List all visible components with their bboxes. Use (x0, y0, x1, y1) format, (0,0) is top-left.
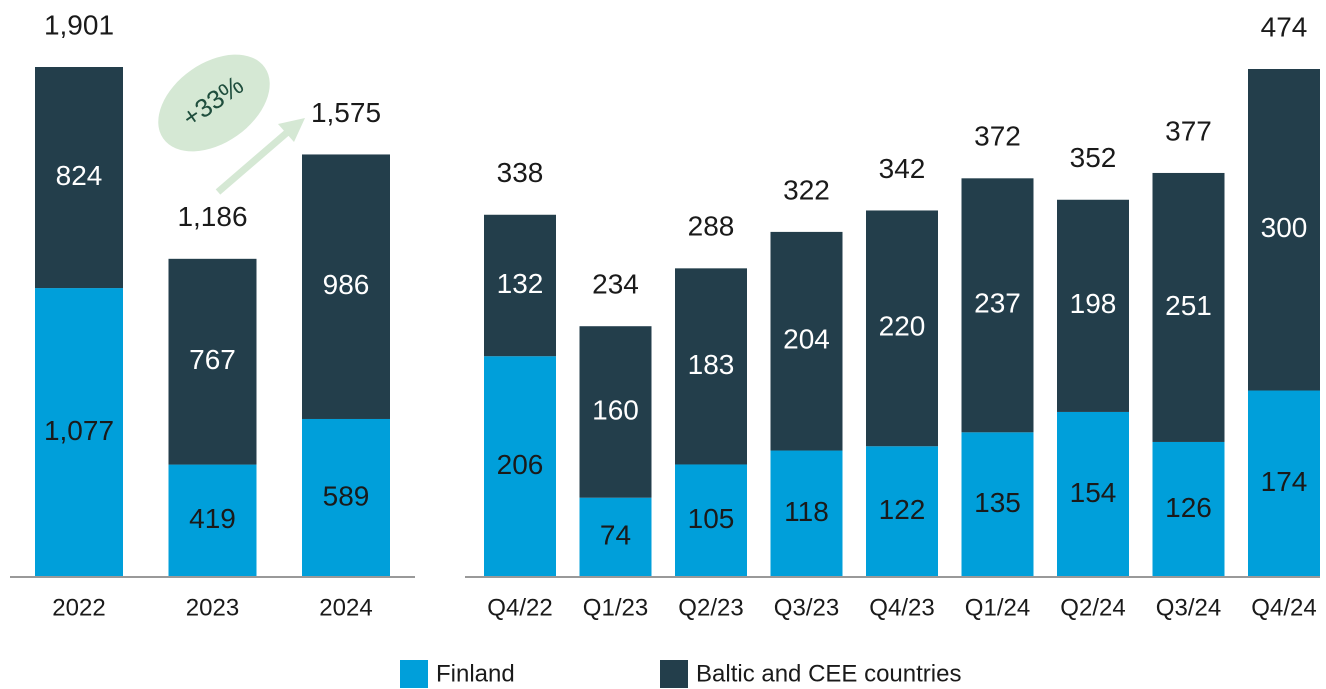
data-label: 126 (1165, 492, 1212, 523)
bar-segment (35, 67, 123, 289)
x-tick-label: Q1/23 (583, 594, 648, 621)
total-label: 322 (783, 174, 830, 205)
data-label: 767 (189, 344, 236, 375)
bar-segment (484, 214, 556, 357)
bar-segment (866, 446, 938, 577)
x-tick-label: 2024 (319, 594, 372, 621)
data-label: 206 (497, 449, 544, 480)
total-label: 234 (592, 269, 639, 300)
x-tick-label: Q4/23 (869, 594, 934, 621)
bar-segment (866, 210, 938, 447)
bar-segment (1152, 172, 1225, 442)
data-label: 1,077 (44, 415, 114, 446)
bar-segment (484, 356, 556, 577)
x-tick-label: Q3/24 (1156, 594, 1221, 621)
bar-segment (302, 418, 390, 577)
data-label: 300 (1261, 212, 1308, 243)
legend-swatch (660, 660, 688, 688)
legend-label: Baltic and CEE countries (696, 660, 961, 687)
x-tick-label: Q4/22 (487, 594, 552, 621)
total-label: 1,575 (311, 97, 381, 128)
bar-segment (35, 288, 123, 577)
total-label: 342 (879, 153, 926, 184)
bar-segment (675, 464, 747, 577)
x-tick-label: Q2/24 (1060, 594, 1125, 621)
data-label: 589 (323, 480, 370, 511)
bar-segment (770, 231, 843, 451)
total-label: 352 (1070, 142, 1117, 173)
data-label: 824 (56, 160, 103, 191)
total-label: 288 (688, 211, 735, 242)
growth-annotation: +33% (158, 54, 305, 195)
data-label: 135 (974, 487, 1021, 518)
bar-segment (168, 258, 257, 465)
legend-label: Finland (436, 660, 515, 687)
bar-segment (302, 154, 390, 419)
annotation-arrow (215, 127, 293, 195)
data-label: 237 (974, 288, 1021, 319)
annotation-bubble (158, 54, 270, 152)
total-label: 1,901 (44, 9, 114, 40)
x-tick-label: Q4/24 (1251, 594, 1316, 621)
data-label: 132 (497, 268, 544, 299)
data-label: 220 (879, 311, 926, 342)
data-label: 251 (1165, 290, 1212, 321)
bar-segment (168, 464, 257, 577)
x-tick-label: 2022 (52, 594, 105, 621)
bar-segment (1248, 390, 1320, 577)
data-label: 198 (1070, 288, 1117, 319)
total-label: 372 (974, 121, 1021, 152)
data-label: 105 (688, 503, 735, 534)
x-tick-label: Q3/23 (774, 594, 839, 621)
legend-swatch (400, 660, 428, 688)
bar-segment (961, 178, 1034, 433)
data-label: 122 (879, 494, 926, 525)
data-label: 183 (688, 349, 735, 380)
x-tick-label: Q1/24 (965, 594, 1030, 621)
total-label: 377 (1165, 115, 1212, 146)
bar-segment (675, 268, 747, 465)
data-label: 986 (323, 269, 370, 300)
bar-segment (1057, 199, 1129, 412)
data-label: 118 (784, 496, 829, 527)
bar-segment (579, 497, 652, 577)
total-label: 338 (497, 157, 544, 188)
bar-segment (579, 326, 652, 498)
data-label: 204 (783, 324, 830, 355)
x-tick-label: 2023 (186, 594, 239, 621)
bar-segment (1057, 411, 1129, 577)
data-label: 160 (592, 394, 639, 425)
x-tick-label: Q2/23 (678, 594, 743, 621)
bar-segment (1152, 441, 1225, 577)
bar-segment (961, 432, 1034, 577)
data-label: 419 (189, 503, 236, 534)
total-label: 474 (1261, 11, 1308, 42)
total-label: 1,186 (177, 201, 247, 232)
data-label: 74 (600, 520, 631, 551)
data-label: 174 (1261, 466, 1308, 497)
bar-segment (1248, 69, 1320, 391)
annotation-arrowhead (278, 118, 305, 142)
bar-segment (770, 450, 843, 577)
data-label: 154 (1070, 477, 1117, 508)
